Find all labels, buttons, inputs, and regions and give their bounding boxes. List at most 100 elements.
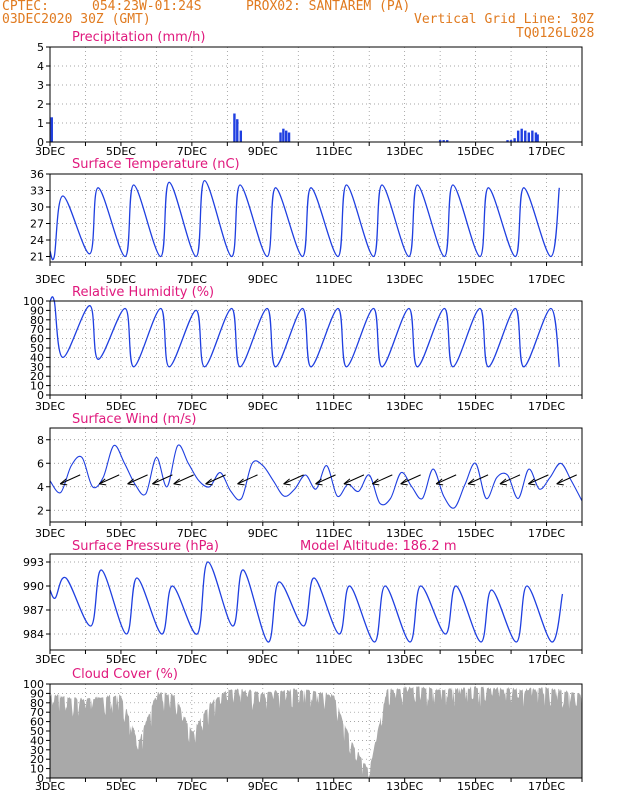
wind-arrow — [152, 474, 173, 485]
y-tick-label: 24 — [30, 234, 44, 247]
y-tick-label: 984 — [23, 628, 44, 641]
precip-bar — [516, 130, 520, 142]
panel-title: Surface Temperature (nC) — [72, 157, 240, 172]
y-tick-label: 80 — [30, 697, 44, 710]
x-tick-label: 5DEC — [106, 780, 136, 793]
y-tick-label: 5 — [37, 41, 44, 54]
y-tick-label: 70 — [30, 706, 44, 719]
series-line — [49, 296, 560, 368]
x-tick-label: 13DEC — [386, 653, 423, 666]
y-tick-label: 6 — [37, 457, 44, 470]
panel-title: Precipitation (mm/h) — [72, 30, 205, 45]
panel-frame — [49, 427, 583, 523]
y-tick-label: 0 — [37, 389, 44, 402]
wind-arrow — [435, 474, 457, 485]
y-tick-label: 80 — [30, 314, 44, 327]
y-tick-label: 3 — [37, 79, 44, 92]
x-tick-label: 9DEC — [248, 527, 278, 540]
precip-bar — [236, 119, 239, 142]
y-tick-label: 20 — [30, 753, 44, 766]
x-tick-label: 7DEC — [177, 273, 207, 286]
wind-arrow-head — [435, 478, 444, 486]
y-tick-label: 36 — [30, 168, 44, 181]
x-tick-label: 13DEC — [386, 273, 423, 286]
wind-arrow-head — [556, 478, 564, 486]
x-tick-label: 15DEC — [457, 400, 494, 413]
x-tick-label: 3DEC — [35, 400, 65, 413]
x-tick-label: 11DEC — [315, 400, 352, 413]
panel-4: Surface Wind (m/s) 2 4 6 8 3DEC 5DEC 7DEC 9DEC 11… — [35, 412, 583, 540]
wind-arrow-head — [528, 478, 536, 486]
wind-arrow — [499, 474, 521, 485]
y-tick-label: 990 — [23, 580, 44, 593]
y-tick-label: 20 — [30, 370, 44, 383]
y-tick-label: 2 — [37, 504, 44, 517]
x-tick-label: 7DEC — [177, 400, 207, 413]
x-tick-label: 11DEC — [315, 527, 352, 540]
x-tick-label: 3DEC — [35, 780, 65, 793]
precip-bar — [534, 132, 538, 142]
panel-annotation: Model Altitude: 186.2 m — [300, 539, 457, 554]
wind-arrow-head — [205, 478, 213, 486]
panel-frame — [49, 553, 583, 651]
precip-bar — [536, 134, 539, 142]
x-tick-label: 13DEC — [386, 145, 423, 158]
x-tick-label: 9DEC — [248, 400, 278, 413]
x-tick-label: 7DEC — [177, 780, 207, 793]
x-tick-label: 5DEC — [106, 653, 136, 666]
precip-bar — [279, 132, 282, 142]
y-tick-label: 0 — [37, 772, 44, 785]
series-line — [49, 179, 560, 261]
x-tick-label: 9DEC — [248, 653, 278, 666]
wind-arrow-head — [315, 478, 323, 486]
y-tick-label: 4 — [37, 60, 44, 73]
panel-title: Relative Humidity (%) — [72, 285, 214, 300]
y-tick-label: 30 — [30, 744, 44, 757]
x-tick-label: 15DEC — [457, 145, 494, 158]
precip-bar — [513, 138, 516, 142]
panel-title: Surface Pressure (hPa) — [72, 539, 219, 554]
x-tick-label: 15DEC — [457, 653, 494, 666]
header-source: CPTEC: — [2, 0, 49, 14]
precip-bar — [233, 113, 236, 142]
y-tick-label: 50 — [30, 342, 44, 355]
x-tick-label: 5DEC — [106, 145, 136, 158]
wind-arrow — [237, 474, 258, 485]
precip-bar — [524, 130, 527, 142]
y-tick-label: 21 — [30, 251, 44, 264]
x-tick-label: 11DEC — [315, 780, 352, 793]
panel-frame — [49, 46, 583, 143]
cloud-cover-area — [50, 685, 582, 778]
x-tick-label: 3DEC — [35, 653, 65, 666]
y-tick-label: 30 — [30, 201, 44, 214]
y-tick-label: 90 — [30, 304, 44, 317]
wind-arrow-head — [98, 478, 107, 486]
x-tick-label: 7DEC — [177, 527, 207, 540]
x-tick-label: 5DEC — [106, 273, 136, 286]
x-tick-label: 13DEC — [386, 400, 423, 413]
x-tick-label: 17DEC — [528, 273, 565, 286]
precip-bar — [506, 140, 509, 142]
precip-bar — [509, 140, 513, 142]
wind-arrow — [315, 474, 336, 485]
wind-arrow — [59, 474, 81, 485]
panel-3: Relative Humidity (%) 0102030405060708090… — [23, 285, 583, 413]
panel-1: Precipitation (mm/h) 0 1 2 3 4 5 3DEC 5DEC 7DEC 9D… — [35, 30, 583, 158]
x-tick-label: 17DEC — [528, 527, 565, 540]
x-tick-label: 15DEC — [457, 780, 494, 793]
wind-arrow-head — [152, 478, 160, 486]
header-coords: 054:23W-01:24S — [92, 0, 202, 14]
y-tick-label: 40 — [30, 351, 44, 364]
x-tick-label: 3DEC — [35, 145, 65, 158]
x-tick-label: 13DEC — [386, 780, 423, 793]
y-tick-label: 100 — [23, 678, 44, 691]
y-tick-label: 987 — [23, 604, 44, 617]
wind-arrow — [173, 474, 194, 485]
precip-bar — [50, 117, 53, 142]
wind-arrow-head — [400, 478, 408, 486]
x-tick-label: 5DEC — [106, 527, 136, 540]
y-tick-label: 27 — [30, 218, 44, 231]
wind-arrow — [528, 474, 549, 485]
